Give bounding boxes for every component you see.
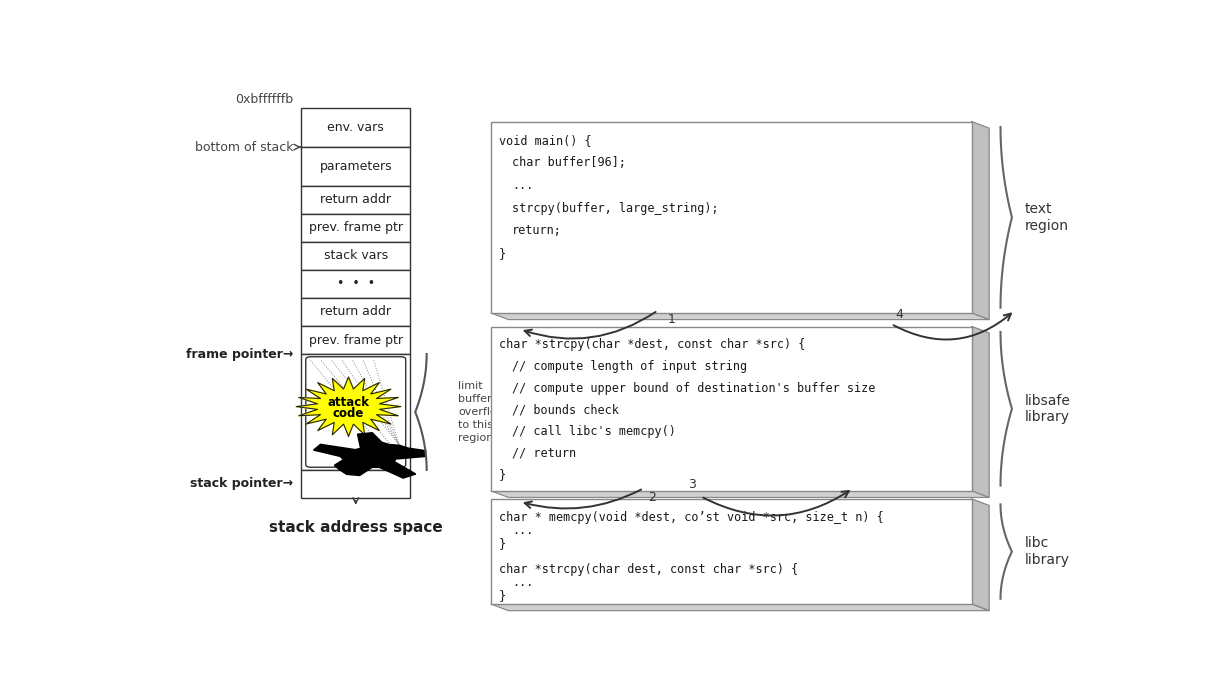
Bar [301,147,410,186]
Text: // call libc's memcpy(): // call libc's memcpy() [512,425,677,438]
Text: attack: attack [328,395,370,409]
Text: limit
buffer
overflow
to this
region: limit buffer overflow to this region [458,381,506,443]
Text: ...: ... [512,576,534,589]
Bar [491,122,973,313]
Text: stack pointer→: stack pointer→ [190,477,293,491]
Text: 4: 4 [895,308,904,321]
Text: }: } [499,537,506,550]
Text: bottom of stack: bottom of stack [195,141,293,153]
Text: strcpy(buffer, large_string);: strcpy(buffer, large_string); [512,202,718,214]
Text: 1: 1 [668,313,675,326]
Text: frame pointer→: frame pointer→ [185,347,293,360]
Text: parameters: parameters [319,160,392,173]
Text: char *strcpy(char dest, const char *src) {: char *strcpy(char dest, const char *src)… [499,564,798,576]
Bar [301,270,410,298]
Polygon shape [296,377,400,436]
Polygon shape [973,326,989,498]
Bar [301,108,410,147]
Polygon shape [491,313,989,319]
Text: char *strcpy(char *dest, const char *src) {: char *strcpy(char *dest, const char *src… [499,338,806,351]
Bar [301,214,410,242]
Bar [301,470,410,498]
Bar [301,298,410,326]
Text: prev. frame ptr: prev. frame ptr [308,221,403,234]
FancyBboxPatch shape [306,357,405,467]
Text: }: } [499,468,506,481]
Text: text
region: text region [1024,202,1068,232]
Text: // compute length of input string: // compute length of input string [512,360,748,373]
Text: return addr: return addr [321,305,392,318]
Text: libsafe
library: libsafe library [1024,393,1070,424]
Text: stack vars: stack vars [324,249,388,262]
Text: }: } [499,247,506,260]
Polygon shape [491,491,989,498]
Bar [301,242,410,270]
Text: 3: 3 [688,478,696,491]
Text: libc
library: libc library [1024,536,1070,567]
Bar [491,499,973,604]
Bar [301,186,410,214]
Text: // return: // return [512,446,576,459]
Text: code: code [333,407,365,419]
Text: •  •  •: • • • [336,277,375,290]
Text: ...: ... [512,524,534,537]
Polygon shape [973,122,989,319]
Text: env. vars: env. vars [328,121,384,134]
Bar [301,354,410,470]
Text: 0xbffffffb: 0xbffffffb [236,92,293,106]
Polygon shape [491,604,989,610]
Text: prev. frame ptr: prev. frame ptr [308,333,403,346]
Text: return addr: return addr [321,193,392,206]
Polygon shape [973,499,989,610]
Text: }: } [499,589,506,603]
Polygon shape [313,433,426,478]
Text: 2: 2 [648,491,656,504]
Text: stack address space: stack address space [269,520,442,535]
Text: ...: ... [512,179,534,192]
Bar [301,326,410,354]
Text: // bounds check: // bounds check [512,403,619,416]
Bar [491,326,973,491]
Text: char buffer[96];: char buffer[96]; [512,156,626,169]
Text: return;: return; [512,224,562,237]
Text: // compute upper bound of destination's buffer size: // compute upper bound of destination's … [512,382,876,395]
Text: char * memcpy(void *dest, co’st void *src, size_t n) {: char * memcpy(void *dest, co’st void *sr… [499,511,884,524]
Text: void main() {: void main() { [499,134,592,146]
